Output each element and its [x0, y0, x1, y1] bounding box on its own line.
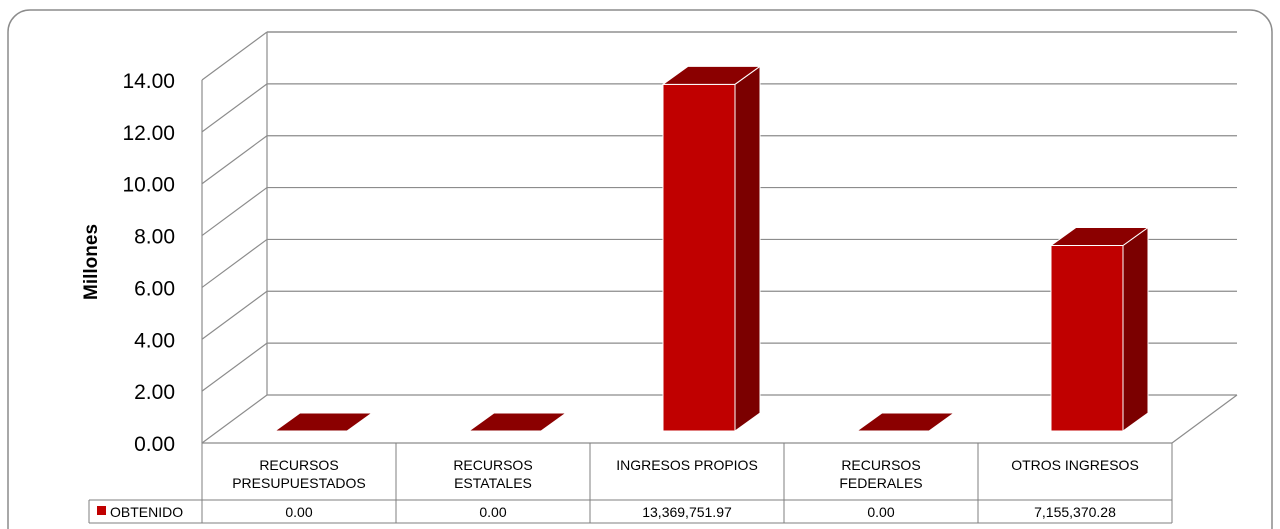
gridline-diagonal: [201, 187, 268, 237]
gridline-diagonal: [201, 135, 268, 185]
category-label: RECURSOS ESTATALES: [453, 457, 532, 491]
gridline-diagonal: [201, 83, 268, 133]
bar: [855, 412, 956, 432]
bar-side: [1122, 226, 1149, 432]
category-label: RECURSOS PRESUPUESTADOS: [232, 457, 366, 491]
data-label: 0.00: [285, 504, 312, 520]
category-label: OTROS INGRESOS: [1011, 457, 1139, 473]
gridline-diagonal: [201, 394, 268, 444]
y-tick-label: 14.00: [122, 70, 175, 93]
legend-label: OBTENIDO: [110, 504, 183, 520]
legend-key: [97, 506, 106, 515]
bar-front: [1050, 244, 1124, 432]
category-label: INGRESOS PROPIOS: [616, 457, 758, 473]
data-label: 7,155,370.28: [1034, 504, 1116, 520]
plot-walls: [201, 32, 1238, 444]
y-axis-title: Millones: [81, 224, 102, 300]
floor-right-edge: [1171, 394, 1238, 444]
bar: [467, 412, 568, 432]
y-tick-label: 12.00: [122, 122, 175, 145]
data-table: RECURSOS PRESUPUESTADOS 0.00 RECURSOS ESTATA…: [88, 443, 1173, 524]
bar-front: [662, 83, 736, 432]
bar-top: [467, 412, 568, 432]
chart-border: [7, 9, 1273, 529]
bar: [1049, 226, 1150, 432]
bar: [273, 412, 374, 432]
y-tick-label: 10.00: [122, 174, 175, 197]
bar-top: [661, 65, 762, 85]
category-label: RECURSOS FEDERALES: [839, 457, 922, 491]
gridline-diagonal: [201, 342, 268, 392]
bar-series-obtenido: [273, 65, 1150, 432]
data-label: 0.00: [867, 504, 894, 520]
data-label: 0.00: [479, 504, 506, 520]
gridline-diagonal: [201, 290, 268, 340]
gridline-diagonal: [201, 238, 268, 288]
data-label: 13,369,751.97: [642, 504, 732, 520]
gridline-diagonal: [201, 31, 268, 81]
bar-top: [855, 412, 956, 432]
y-tick-label: 2.00: [134, 381, 175, 404]
y-tick-label: 8.00: [134, 226, 175, 249]
bar-top: [1049, 226, 1150, 246]
bar: [661, 65, 762, 432]
bar-top: [273, 412, 374, 432]
y-tick-label: 4.00: [134, 329, 175, 352]
y-tick-label: 6.00: [134, 277, 175, 300]
y-tick-label: 0.00: [134, 433, 175, 456]
y-axis-ticks: 0.00 2.00 4.00 6.00 8.00 10.00 12.00 14.00: [122, 70, 175, 456]
bar-side: [734, 65, 761, 432]
